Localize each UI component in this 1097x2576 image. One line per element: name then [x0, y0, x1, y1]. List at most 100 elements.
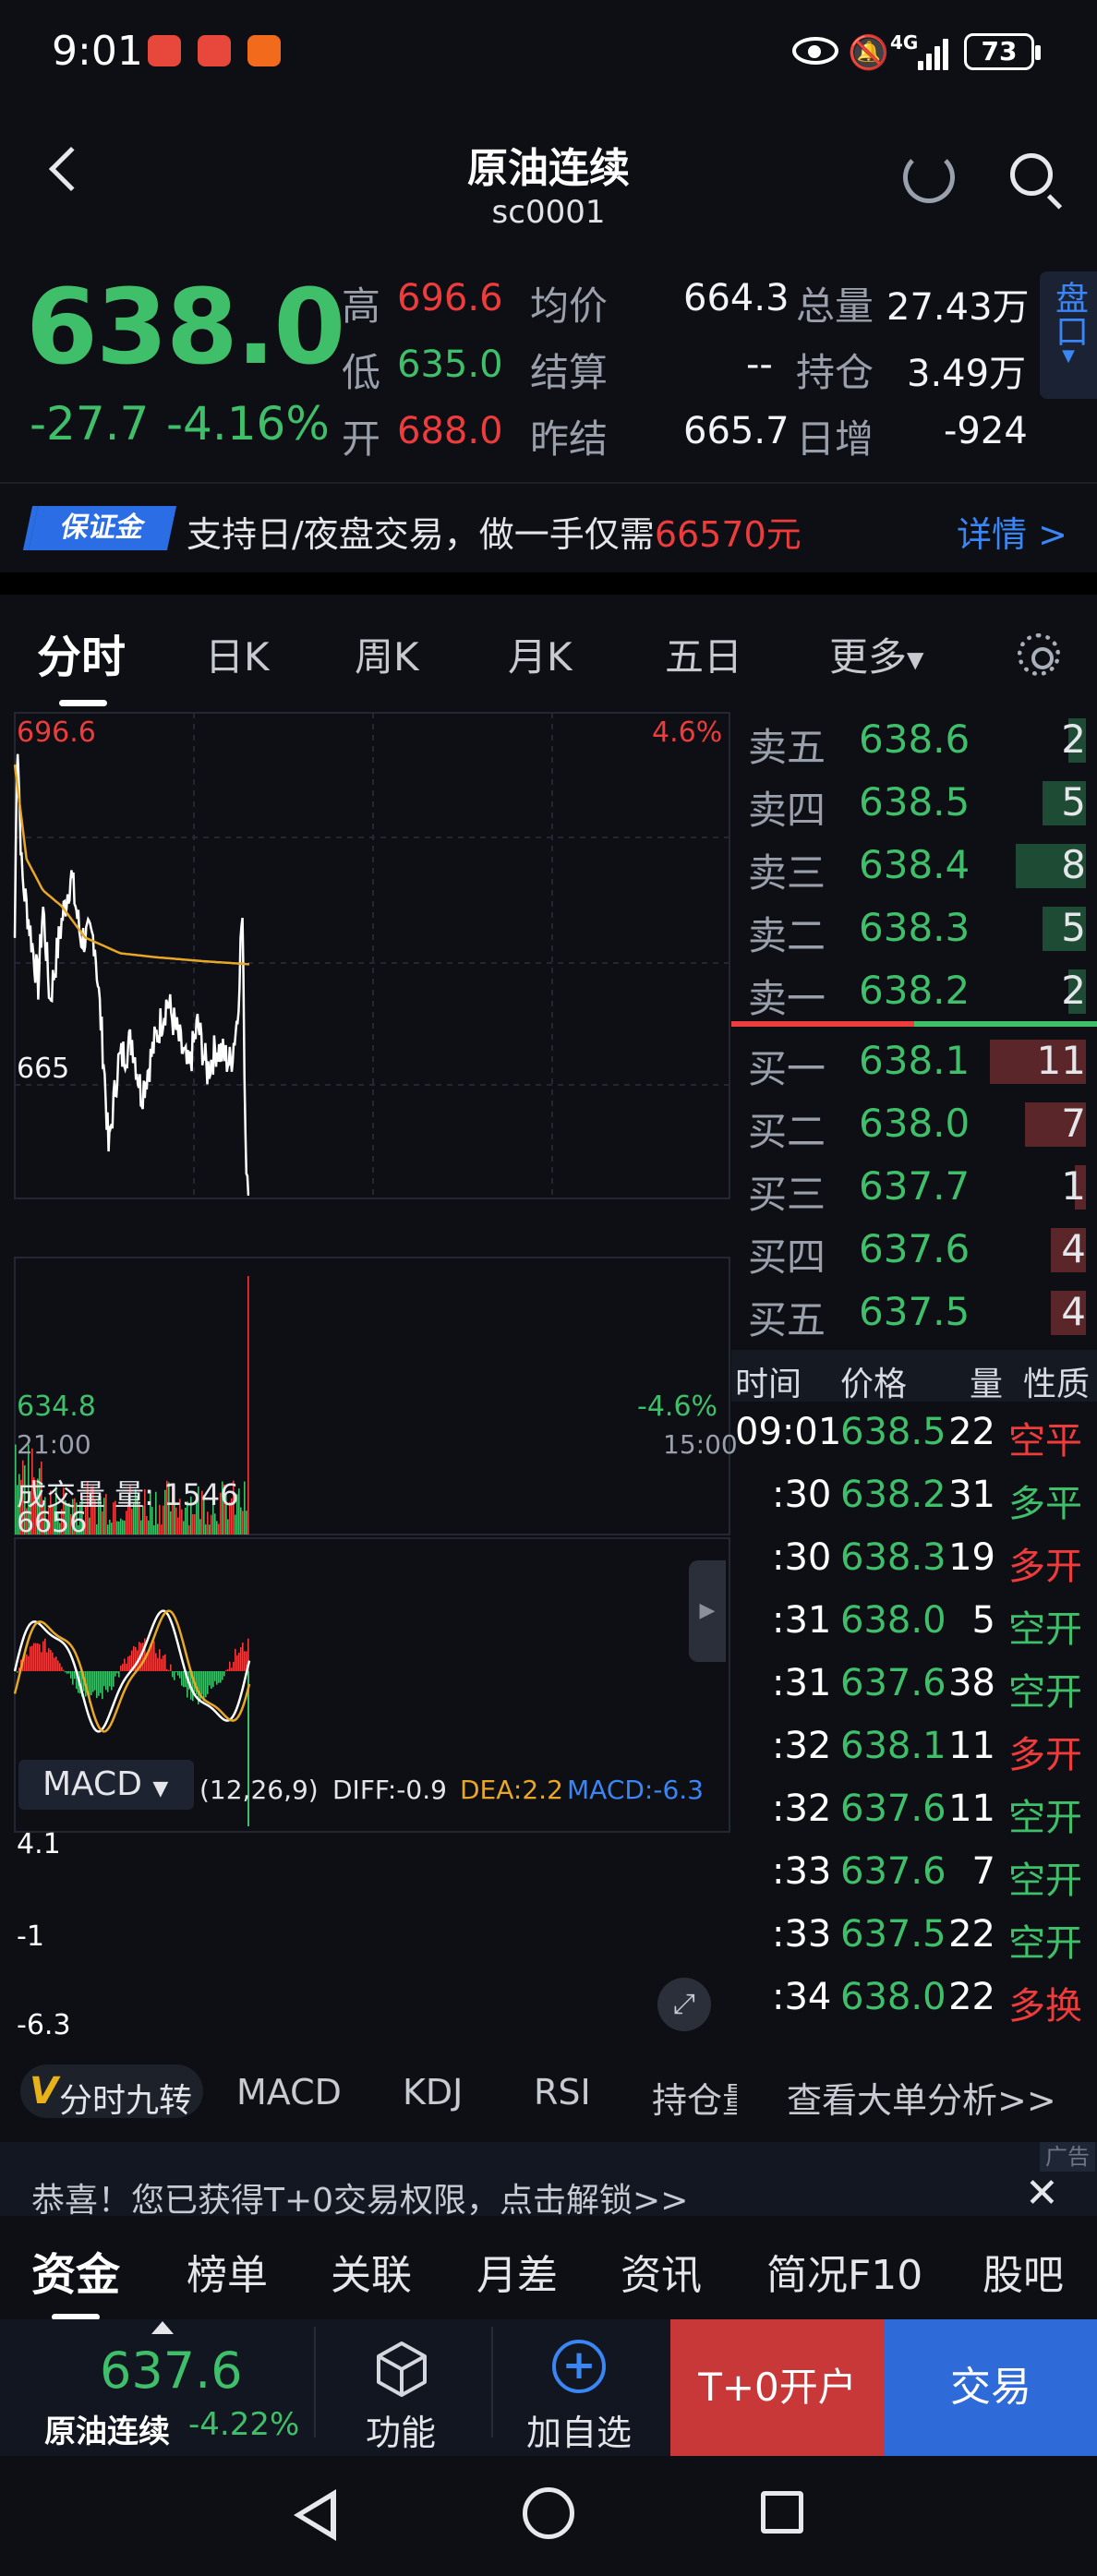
volume-bar [52, 1504, 54, 1535]
indicator-select[interactable]: MACD ▼ [18, 1760, 194, 1810]
volume-bar [74, 1498, 76, 1535]
tab-indicator [59, 700, 107, 706]
level-price: 638.5 [859, 779, 970, 825]
btab-ranking[interactable]: 榜单 [187, 2252, 268, 2299]
ticker-list[interactable]: 09:01 638.5 22 空平:30 638.2 31 多平:30 638.3 19 多开:3… [731, 1405, 1097, 2042]
ind-tab-macd[interactable]: MACD [236, 2072, 342, 2113]
cube-icon[interactable] [373, 2340, 430, 2399]
bid-level[interactable]: 买二 638.0 7 [731, 1097, 1097, 1154]
ask-level[interactable]: 卖一 638.2 2 [731, 964, 1097, 1021]
caret-up-icon[interactable] [151, 2321, 174, 2334]
macd-bar [30, 1646, 31, 1671]
margin-banner[interactable] [0, 482, 1097, 571]
macd-axis-mid: -1 [17, 1920, 44, 1953]
add-watchlist-label[interactable]: 加自选 [526, 2413, 633, 2453]
volume-bar [140, 1520, 142, 1535]
trade-button[interactable]: 交易 [885, 2319, 1097, 2456]
chart-top-pct: 4.6% [652, 716, 723, 749]
nine-turn-button[interactable] [20, 2064, 203, 2118]
macd-bar [223, 1671, 225, 1677]
volume-bar [150, 1490, 151, 1535]
tab-more[interactable]: 更多▼ [829, 634, 924, 680]
volume-bar [28, 1444, 30, 1535]
macd-bar [48, 1648, 50, 1671]
volume-bar [175, 1507, 177, 1535]
volume-bar [163, 1505, 164, 1535]
open-account-button[interactable]: T+0开户 [670, 2319, 885, 2456]
ticker-col-time: 时间 [735, 1366, 802, 1403]
add-watchlist-icon[interactable]: + [552, 2340, 606, 2393]
macd-bar [179, 1671, 181, 1679]
macd-bar [127, 1656, 129, 1671]
high-label: 高 [342, 283, 381, 329]
ind-tab-kdj[interactable]: KDJ [403, 2072, 464, 2113]
expand-icon[interactable]: ⤢ [657, 1978, 711, 2031]
volume-bar [135, 1488, 137, 1535]
ad-text[interactable]: 恭喜！您已获得T+0交易权限，点击解锁>> [31, 2182, 689, 2220]
ad-banner[interactable] [0, 2142, 1097, 2216]
volume-bar [129, 1484, 131, 1535]
macd-bar [100, 1671, 102, 1693]
ind-tab-oi[interactable]: 持仓量 [652, 2080, 737, 2121]
oi-change-value: -924 [944, 410, 1028, 452]
macd-bar [105, 1671, 107, 1691]
nav-home-icon[interactable] [523, 2487, 574, 2539]
ask-level[interactable]: 卖四 638.5 5 [731, 776, 1097, 833]
tab-five-day[interactable]: 五日 [665, 634, 743, 680]
bid-level[interactable]: 买一 638.1 11 [731, 1034, 1097, 1091]
macd-bar [212, 1671, 214, 1688]
function-label[interactable]: 功能 [366, 2413, 437, 2453]
ask-level[interactable]: 卖二 638.3 5 [731, 901, 1097, 958]
volume-bar [90, 1486, 92, 1535]
macd-bar [177, 1671, 179, 1676]
btab-related[interactable]: 关联 [331, 2252, 412, 2299]
ask-level[interactable]: 卖三 638.4 8 [731, 838, 1097, 896]
bid-level[interactable]: 买五 637.5 4 [731, 1285, 1097, 1342]
tab-monthly-k[interactable]: 月K [508, 634, 573, 680]
tab-daily-k[interactable]: 日K [205, 634, 270, 680]
volume-bar [116, 1521, 118, 1535]
ticker-row: 09:01 638.5 22 空平 [731, 1405, 1097, 1464]
banner-detail-link[interactable]: 详情 > [957, 514, 1067, 555]
bid-level[interactable]: 买四 637.6 4 [731, 1222, 1097, 1280]
settings-icon[interactable] [1018, 633, 1060, 676]
btab-news[interactable]: 资讯 [621, 2252, 702, 2299]
tab-weekly-k[interactable]: 周K [355, 634, 419, 680]
ticker-row: :33 637.5 22 空开 [731, 1908, 1097, 1967]
volume-bar [92, 1486, 94, 1535]
btab-month-spread[interactable]: 月差 [476, 2252, 558, 2299]
macd-bar [185, 1671, 187, 1688]
big-order-analysis-link[interactable]: 查看大单分析>> [787, 2080, 1056, 2121]
intraday-chart[interactable] [0, 702, 731, 2057]
search-icon[interactable] [1010, 153, 1053, 196]
tab-intraday[interactable]: 分时 [37, 632, 127, 683]
macd-bar [131, 1650, 133, 1671]
nav-back-icon[interactable] [294, 2489, 336, 2541]
btab-f10[interactable]: 简况F10 [766, 2252, 923, 2299]
ind-tab-rsi[interactable]: RSI [534, 2072, 591, 2113]
refresh-icon[interactable] [903, 151, 955, 203]
ticker-qty: 5 [971, 1599, 995, 1642]
collapse-handle[interactable]: ▶ [689, 1560, 726, 1662]
btab-funds[interactable]: 资金 [31, 2249, 121, 2301]
level-label: 买三 [748, 1172, 826, 1217]
volume-bar [31, 1448, 33, 1535]
close-icon[interactable]: ✕ [1025, 2170, 1059, 2217]
nav-recent-icon[interactable] [761, 2491, 803, 2534]
btab-forum[interactable]: 股吧 [982, 2252, 1064, 2299]
macd-value: MACD:-6.3 [567, 1775, 704, 1805]
ticker-time: :30 [772, 1536, 832, 1579]
pankou-toggle[interactable]: 盘口 ▼ [1040, 271, 1097, 399]
depth-bar [1016, 844, 1086, 888]
ticker-price: 638.1 [840, 1725, 946, 1767]
level-label: 买五 [748, 1297, 826, 1342]
volume-bar [72, 1499, 74, 1535]
ask-level[interactable]: 卖五 638.6 2 [731, 713, 1097, 770]
volume-bar [166, 1480, 168, 1535]
volume-bar [70, 1513, 72, 1535]
macd-diff: DIFF:-0.9 [332, 1775, 447, 1805]
volume-label: 总量 [796, 283, 874, 329]
network-type: 4G [890, 31, 919, 54]
bid-level[interactable]: 买三 637.7 1 [731, 1160, 1097, 1217]
macd-bar [157, 1657, 159, 1671]
